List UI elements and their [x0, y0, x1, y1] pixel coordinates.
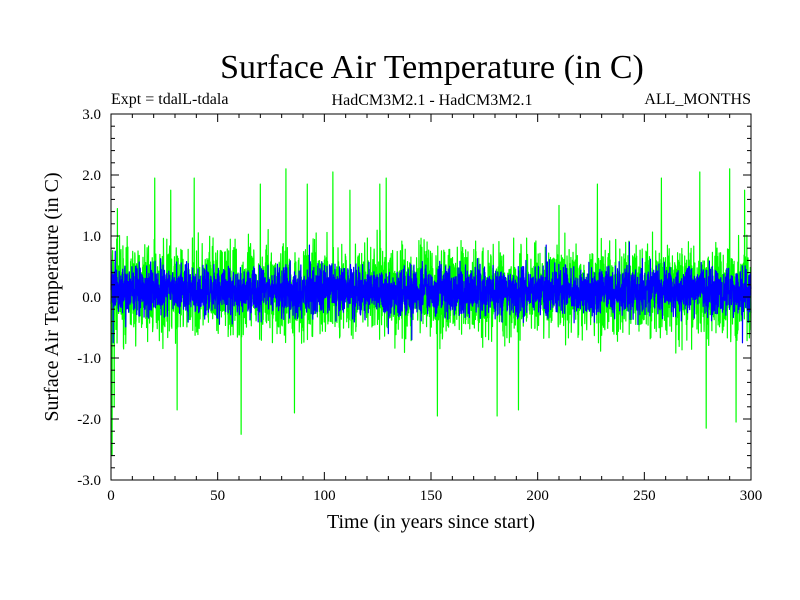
chart-subtitle-left: Expt = tdalL-tdala — [111, 91, 228, 108]
chart-subtitle-center: HadCM3M2.1 - HadCM3M2.1 — [332, 92, 533, 109]
x-tick-label: 100 — [313, 488, 336, 504]
axes: 0 50 100 150 200 250 300 -3.0 -2.0 -1.0 0.0 1.0 2.0 3… — [77, 107, 762, 504]
y-tick-label: 3.0 — [82, 107, 101, 123]
y-tick-label: 2.0 — [82, 168, 101, 184]
series-layer — [110, 168, 752, 457]
y-tick-label: -2.0 — [77, 412, 101, 428]
chart-title: Surface Air Temperature (in C) — [220, 49, 644, 86]
x-tick-label: 150 — [420, 488, 443, 504]
x-tick-label: 50 — [210, 488, 225, 504]
chart-subtitle-right: ALL_MONTHS — [644, 91, 751, 108]
y-tick-label: -3.0 — [77, 473, 101, 489]
x-tick-label: 300 — [740, 488, 763, 504]
y-tick-label: 0.0 — [82, 290, 101, 306]
x-axis-label: Time (in years since start) — [327, 511, 535, 533]
x-tick-label: 200 — [526, 488, 549, 504]
y-tick-label: -1.0 — [77, 351, 101, 367]
plot-frame — [110, 113, 752, 481]
x-tick-label: 0 — [107, 488, 115, 504]
y-tick-label: 1.0 — [82, 229, 101, 245]
x-tick-label: 250 — [633, 488, 656, 504]
series-line-smoothed — [110, 241, 752, 344]
y-axis-label: Surface Air Temperature (in C) — [41, 172, 63, 421]
